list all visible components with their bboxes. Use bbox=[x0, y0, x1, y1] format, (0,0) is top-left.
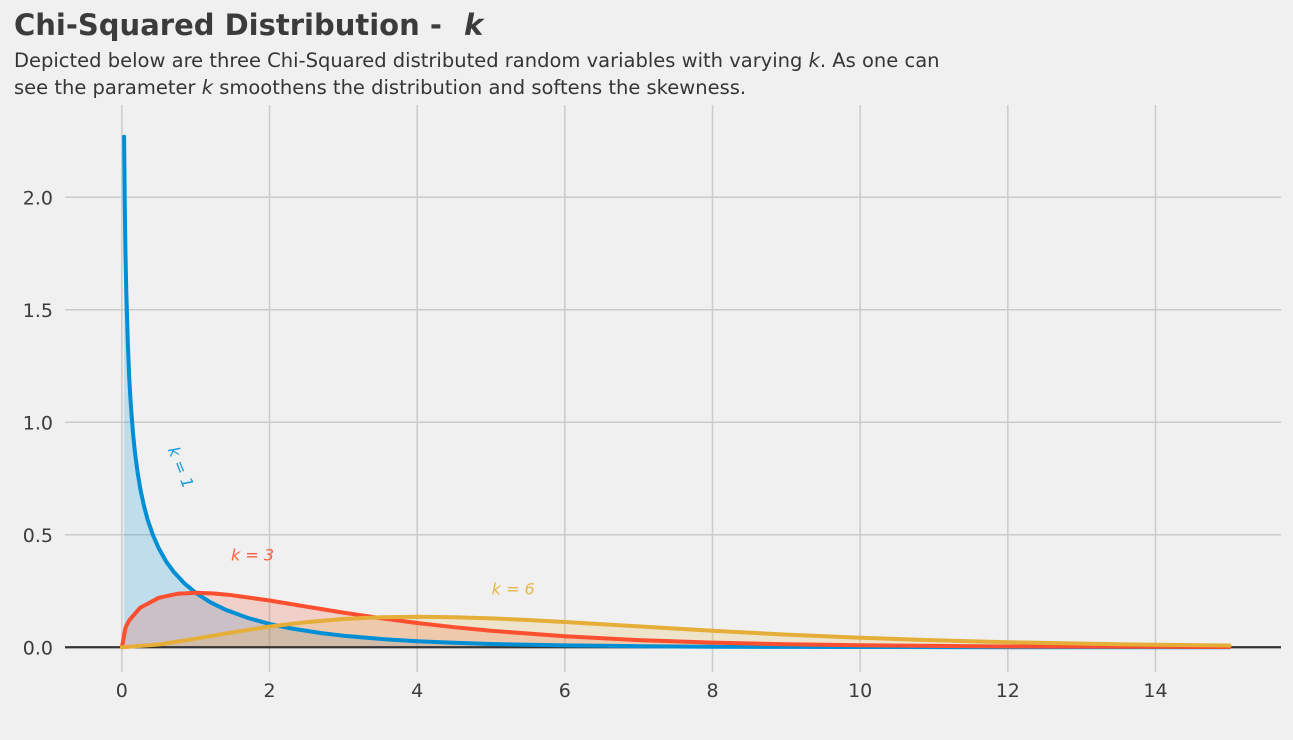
subtitle-math-k: k bbox=[808, 49, 820, 72]
chart-title-text: Chi-Squared Distribution - bbox=[14, 8, 452, 42]
chart-title: Chi-Squared Distribution - k bbox=[14, 8, 1277, 42]
x-tick-label: 14 bbox=[1143, 680, 1167, 702]
subtitle-text: smoothens the distribution and softens t… bbox=[213, 76, 747, 100]
curve-k3 bbox=[119, 590, 1232, 649]
chart-subtitle: Depicted below are three Chi-Squared dis… bbox=[14, 47, 1276, 102]
x-tick-label: 2 bbox=[263, 680, 275, 702]
chart-header: Chi-Squared Distribution - k Depicted be… bbox=[0, 0, 1293, 102]
annotation-k=1: k = 1 bbox=[164, 444, 198, 491]
y-tick-label: 0.0 bbox=[23, 637, 53, 659]
x-tick-label: 12 bbox=[996, 680, 1020, 702]
area-fill-k1 bbox=[124, 136, 1230, 647]
y-tick-label: 0.5 bbox=[23, 524, 53, 546]
x-tick-label: 6 bbox=[559, 680, 571, 702]
x-tick-label: 10 bbox=[848, 680, 872, 702]
subtitle-text: Depicted below are three Chi-Squared dis… bbox=[14, 49, 809, 72]
chart-title-math-k: k bbox=[463, 8, 484, 42]
y-tick-label: 2.0 bbox=[23, 187, 53, 209]
x-tick-label: 4 bbox=[411, 680, 423, 702]
area-fill-k3 bbox=[121, 592, 1230, 647]
x-tick-label: 0 bbox=[116, 680, 128, 702]
x-tick-label: 8 bbox=[706, 680, 718, 702]
subtitle-math-k: k bbox=[201, 76, 213, 100]
subtitle-text: . As one can bbox=[819, 49, 940, 72]
chart-canvas: 0 2 4 6 8 10 12 14 0.0 0.5 1.0 1.5 2.0 k = 1 k = 3 k = … bbox=[23, 104, 1281, 702]
annotation-k=3: k = 3 bbox=[231, 545, 274, 564]
y-tick-label: 1.5 bbox=[23, 299, 53, 321]
curve-k6 bbox=[119, 614, 1232, 649]
annotation-k=6: k = 6 bbox=[492, 579, 535, 598]
y-tick-label: 1.0 bbox=[23, 412, 53, 434]
curve-k1 bbox=[122, 134, 1232, 649]
chart-area: 0 2 4 6 8 10 12 14 0.0 0.5 1.0 1.5 2.0 k = 1 k = 3 k = … bbox=[0, 102, 1293, 712]
subtitle-text: see the parameter bbox=[14, 76, 202, 100]
